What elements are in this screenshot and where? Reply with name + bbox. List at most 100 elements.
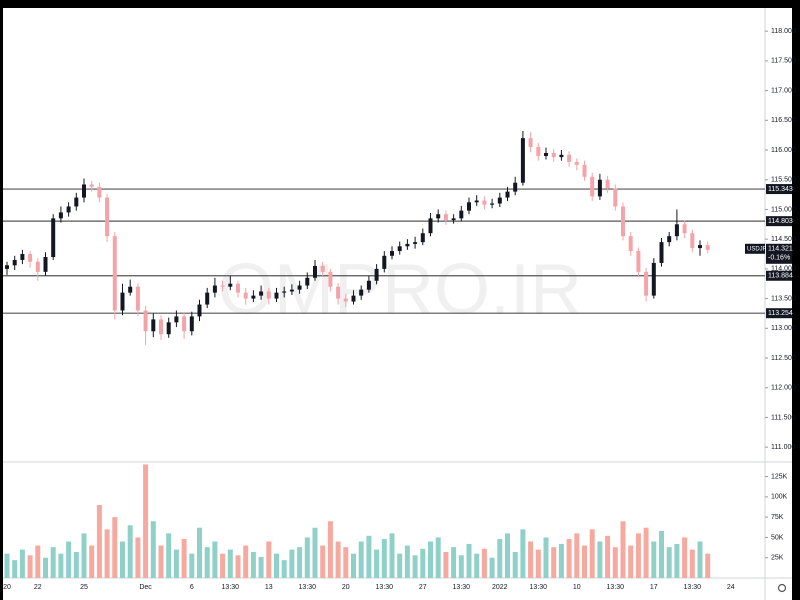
candle-body (366, 280, 371, 290)
x-tick-label: 13:30 (607, 584, 625, 591)
volume-bar (135, 537, 141, 578)
volume-bar (235, 555, 241, 578)
candle-body (359, 289, 364, 296)
candle-body (451, 218, 456, 221)
volume-bar (19, 549, 25, 578)
candle-body (35, 261, 40, 272)
candle-body (597, 179, 602, 197)
candle-body (490, 203, 495, 205)
x-tick-label: 27 (419, 584, 427, 591)
candle-body (382, 255, 387, 269)
volume-bar (274, 553, 279, 578)
level-label-box (766, 270, 792, 281)
candle-body (328, 271, 333, 287)
volume-bar (528, 541, 534, 578)
volume-bar (120, 541, 125, 578)
volume-bar (320, 545, 326, 578)
candle-body (320, 265, 325, 272)
candle-body (613, 188, 618, 207)
x-tick-label: 25 (80, 584, 88, 591)
marks (3, 131, 765, 578)
volume-bar (651, 541, 657, 578)
volume-bar (58, 553, 64, 578)
volume-bar (12, 560, 18, 578)
candle-body (313, 265, 317, 278)
y-tick-label: 118.000 (771, 28, 796, 35)
candle-body (420, 233, 425, 243)
candle-body (182, 316, 187, 332)
x-tick-label: 13:30 (530, 584, 548, 591)
candle-body (128, 286, 133, 293)
change-label: -0.16% (768, 255, 790, 262)
x-tick-label: 20 (342, 584, 350, 591)
candle-body (497, 197, 502, 204)
volume-bar (574, 533, 580, 578)
volume-bar (181, 539, 187, 578)
volume-bar (597, 541, 603, 578)
candle-body (674, 224, 679, 237)
volume-bar (481, 548, 487, 578)
volume-bar (582, 545, 587, 578)
volume-bar (89, 545, 95, 578)
x-tick-label: 13:30 (684, 584, 702, 591)
volume-bar (489, 557, 495, 578)
candle-body (120, 292, 125, 311)
volume-bar (428, 541, 433, 578)
candle-body (197, 304, 202, 317)
volume-bar (289, 549, 295, 578)
volume-bar (605, 535, 611, 578)
volume-tick-label: 100K (771, 494, 788, 501)
volume-bar (281, 560, 287, 578)
symbol-label-box (745, 243, 765, 254)
candle-body (574, 161, 579, 165)
candle-body (243, 292, 248, 299)
volume-bar (705, 553, 711, 578)
volume-bar (520, 529, 526, 578)
settings-button[interactable] (777, 583, 787, 593)
candle-body (12, 259, 17, 266)
candle-body (212, 285, 217, 293)
candle-body (605, 179, 610, 189)
candle-body (5, 265, 9, 269)
candle-body (159, 319, 163, 335)
volume-tick-label: 25K (771, 555, 784, 562)
volume-bar (397, 553, 403, 578)
volume-bar (435, 537, 441, 578)
volume-bar (335, 541, 341, 578)
volume-bar (158, 545, 164, 578)
candle-body (58, 212, 63, 219)
volume-bar (43, 557, 48, 578)
volume-bar (150, 521, 156, 578)
x-tick-label: 22 (34, 584, 42, 591)
candle-body (482, 200, 487, 205)
candle-body (705, 245, 710, 250)
volume-bar (458, 555, 464, 578)
candle-body (467, 202, 471, 211)
candle-body (536, 147, 541, 156)
candle-body (351, 295, 356, 302)
candle-body (636, 251, 641, 272)
y-tick-label: 112.000 (771, 385, 796, 392)
level-label-box (766, 184, 792, 195)
volume-bar (304, 537, 310, 578)
x-tick-label: 24 (727, 584, 735, 591)
candle-body (105, 197, 110, 237)
volume-bar (628, 545, 634, 578)
volume-bar (474, 553, 480, 578)
symbol-label: USDJPY (747, 246, 771, 252)
volume-tick-label: 50K (771, 534, 784, 541)
volume-bar (389, 533, 395, 578)
volume-bar (143, 464, 149, 578)
candle-body (474, 200, 479, 203)
volume-bar (620, 521, 626, 578)
volume-bar (543, 537, 549, 578)
candle-body (112, 236, 117, 311)
volume-bar (697, 541, 703, 578)
level-label-box (766, 216, 792, 227)
candle-body (151, 319, 156, 332)
volume-bar (212, 541, 218, 578)
candle-body (397, 246, 402, 252)
candle-body (174, 316, 179, 323)
volume-bar (512, 552, 518, 578)
